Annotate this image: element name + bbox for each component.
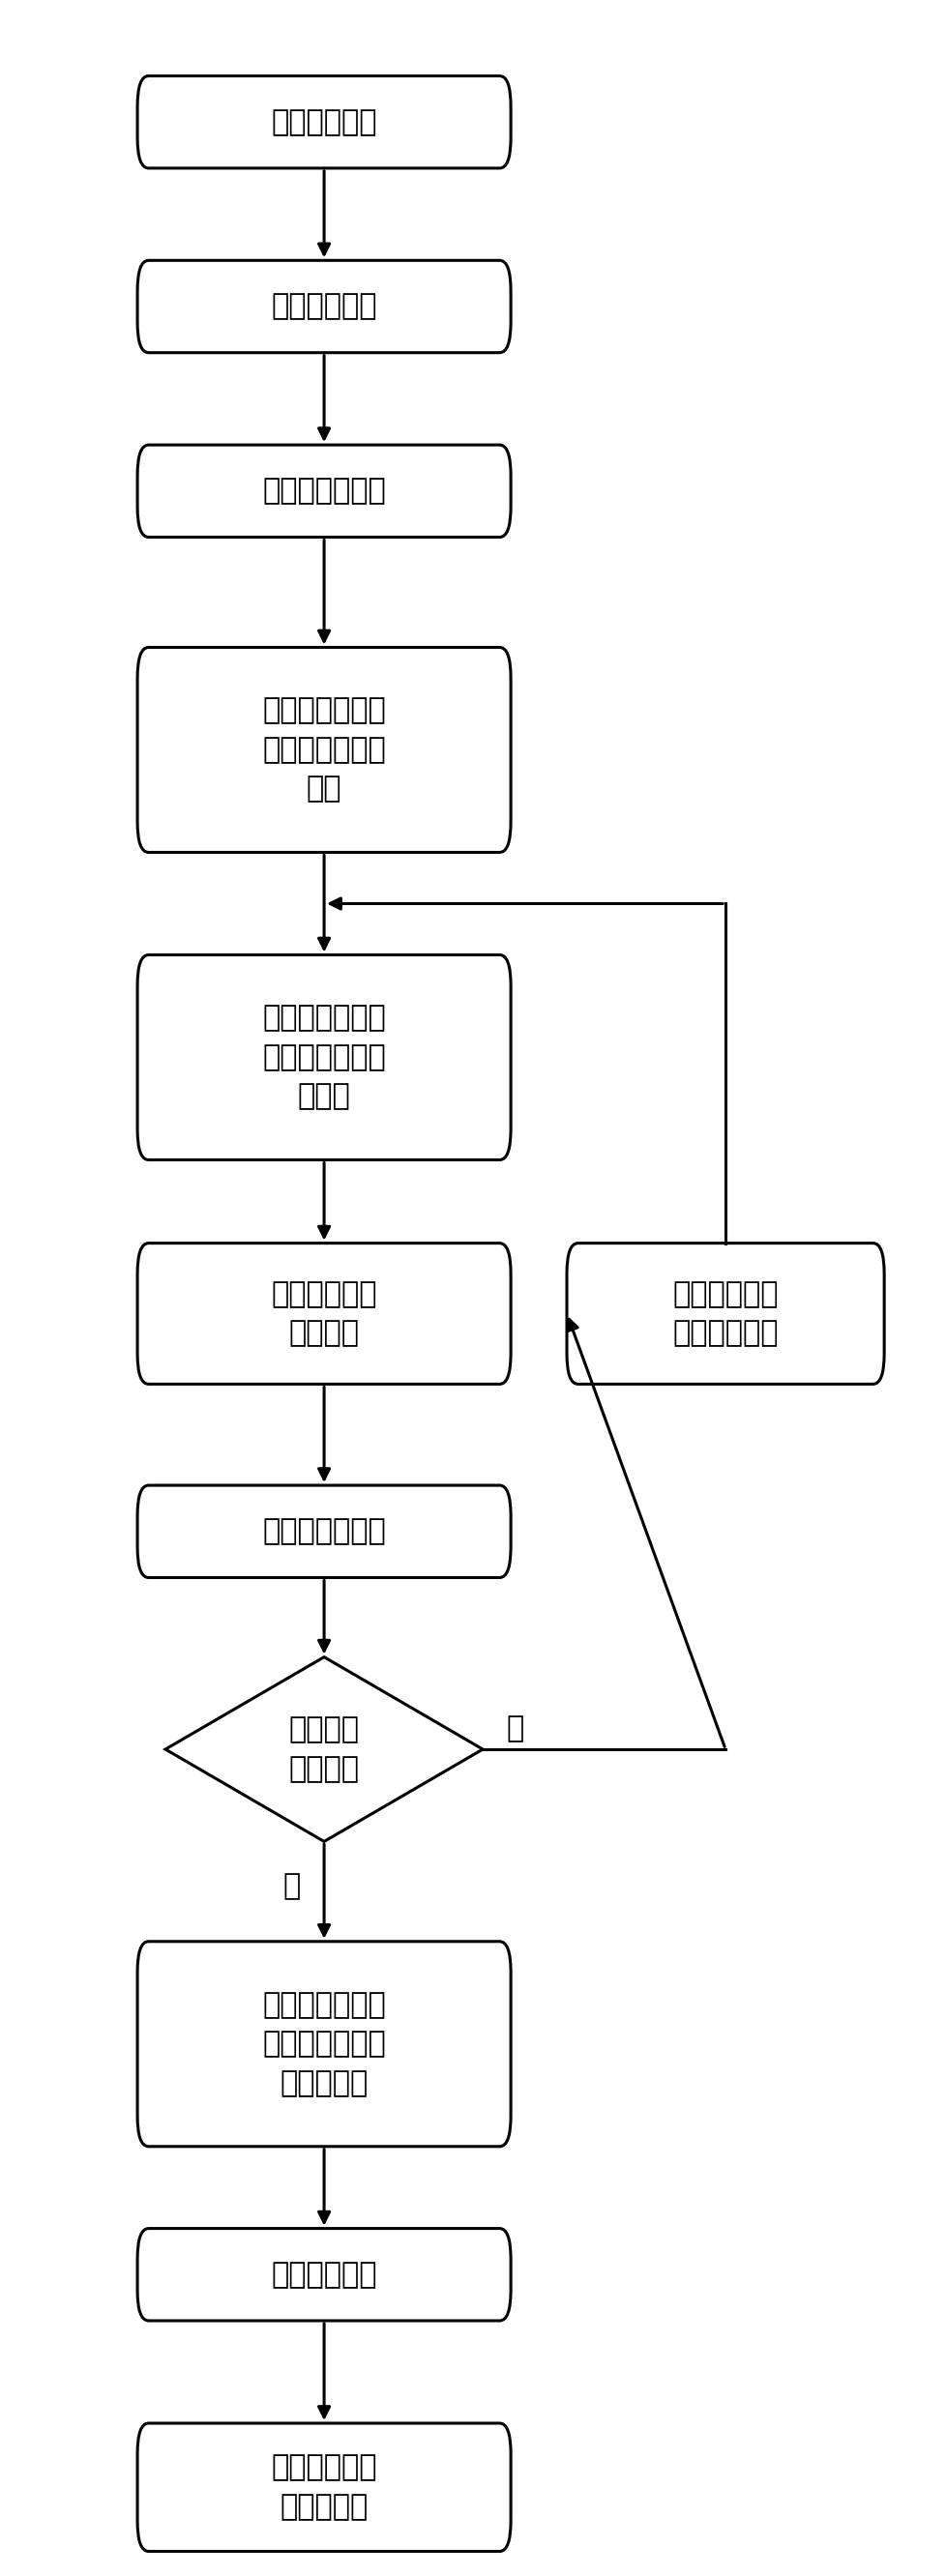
FancyBboxPatch shape (137, 446, 510, 538)
Text: 是否达到
最小值？: 是否达到 最小值？ (289, 1716, 359, 1783)
Text: 读取高光图像: 读取高光图像 (271, 108, 377, 137)
FancyBboxPatch shape (137, 75, 510, 167)
Text: 初始化光谱维控
制卷积神经网络
参数: 初始化光谱维控 制卷积神经网络 参数 (262, 696, 386, 804)
FancyBboxPatch shape (137, 1942, 510, 2146)
FancyBboxPatch shape (137, 647, 510, 853)
FancyBboxPatch shape (567, 1244, 884, 1383)
Text: 图像数据预处理: 图像数据预处理 (262, 477, 386, 505)
FancyBboxPatch shape (137, 2228, 510, 2321)
Text: 否: 否 (506, 1716, 523, 1744)
Polygon shape (166, 1656, 482, 1842)
FancyBboxPatch shape (137, 260, 510, 353)
Text: 是: 是 (282, 1873, 300, 1901)
Text: 前向传递得到
预测图像: 前向传递得到 预测图像 (271, 1280, 377, 1347)
Text: 计算训练损失值: 计算训练损失值 (262, 1517, 386, 1546)
FancyBboxPatch shape (137, 2424, 510, 2550)
Text: 输入光谱维控制
卷积神经网络训
练样本: 输入光谱维控制 卷积神经网络训 练样本 (262, 1005, 386, 1110)
FancyBboxPatch shape (137, 1244, 510, 1383)
Text: 得到最优光谱维
控制卷积神经网
络结构参数: 得到最优光谱维 控制卷积神经网 络结构参数 (262, 1991, 386, 2097)
FancyBboxPatch shape (137, 956, 510, 1159)
Text: 输入测试样本: 输入测试样本 (271, 2262, 377, 2287)
Text: 利用优化算法
更新网络参数: 利用优化算法 更新网络参数 (672, 1280, 778, 1347)
FancyBboxPatch shape (137, 1486, 510, 1577)
Text: 合成全色图像: 合成全色图像 (271, 294, 377, 319)
Text: 输出高分辨率
高光谱图像: 输出高分辨率 高光谱图像 (271, 2455, 377, 2522)
